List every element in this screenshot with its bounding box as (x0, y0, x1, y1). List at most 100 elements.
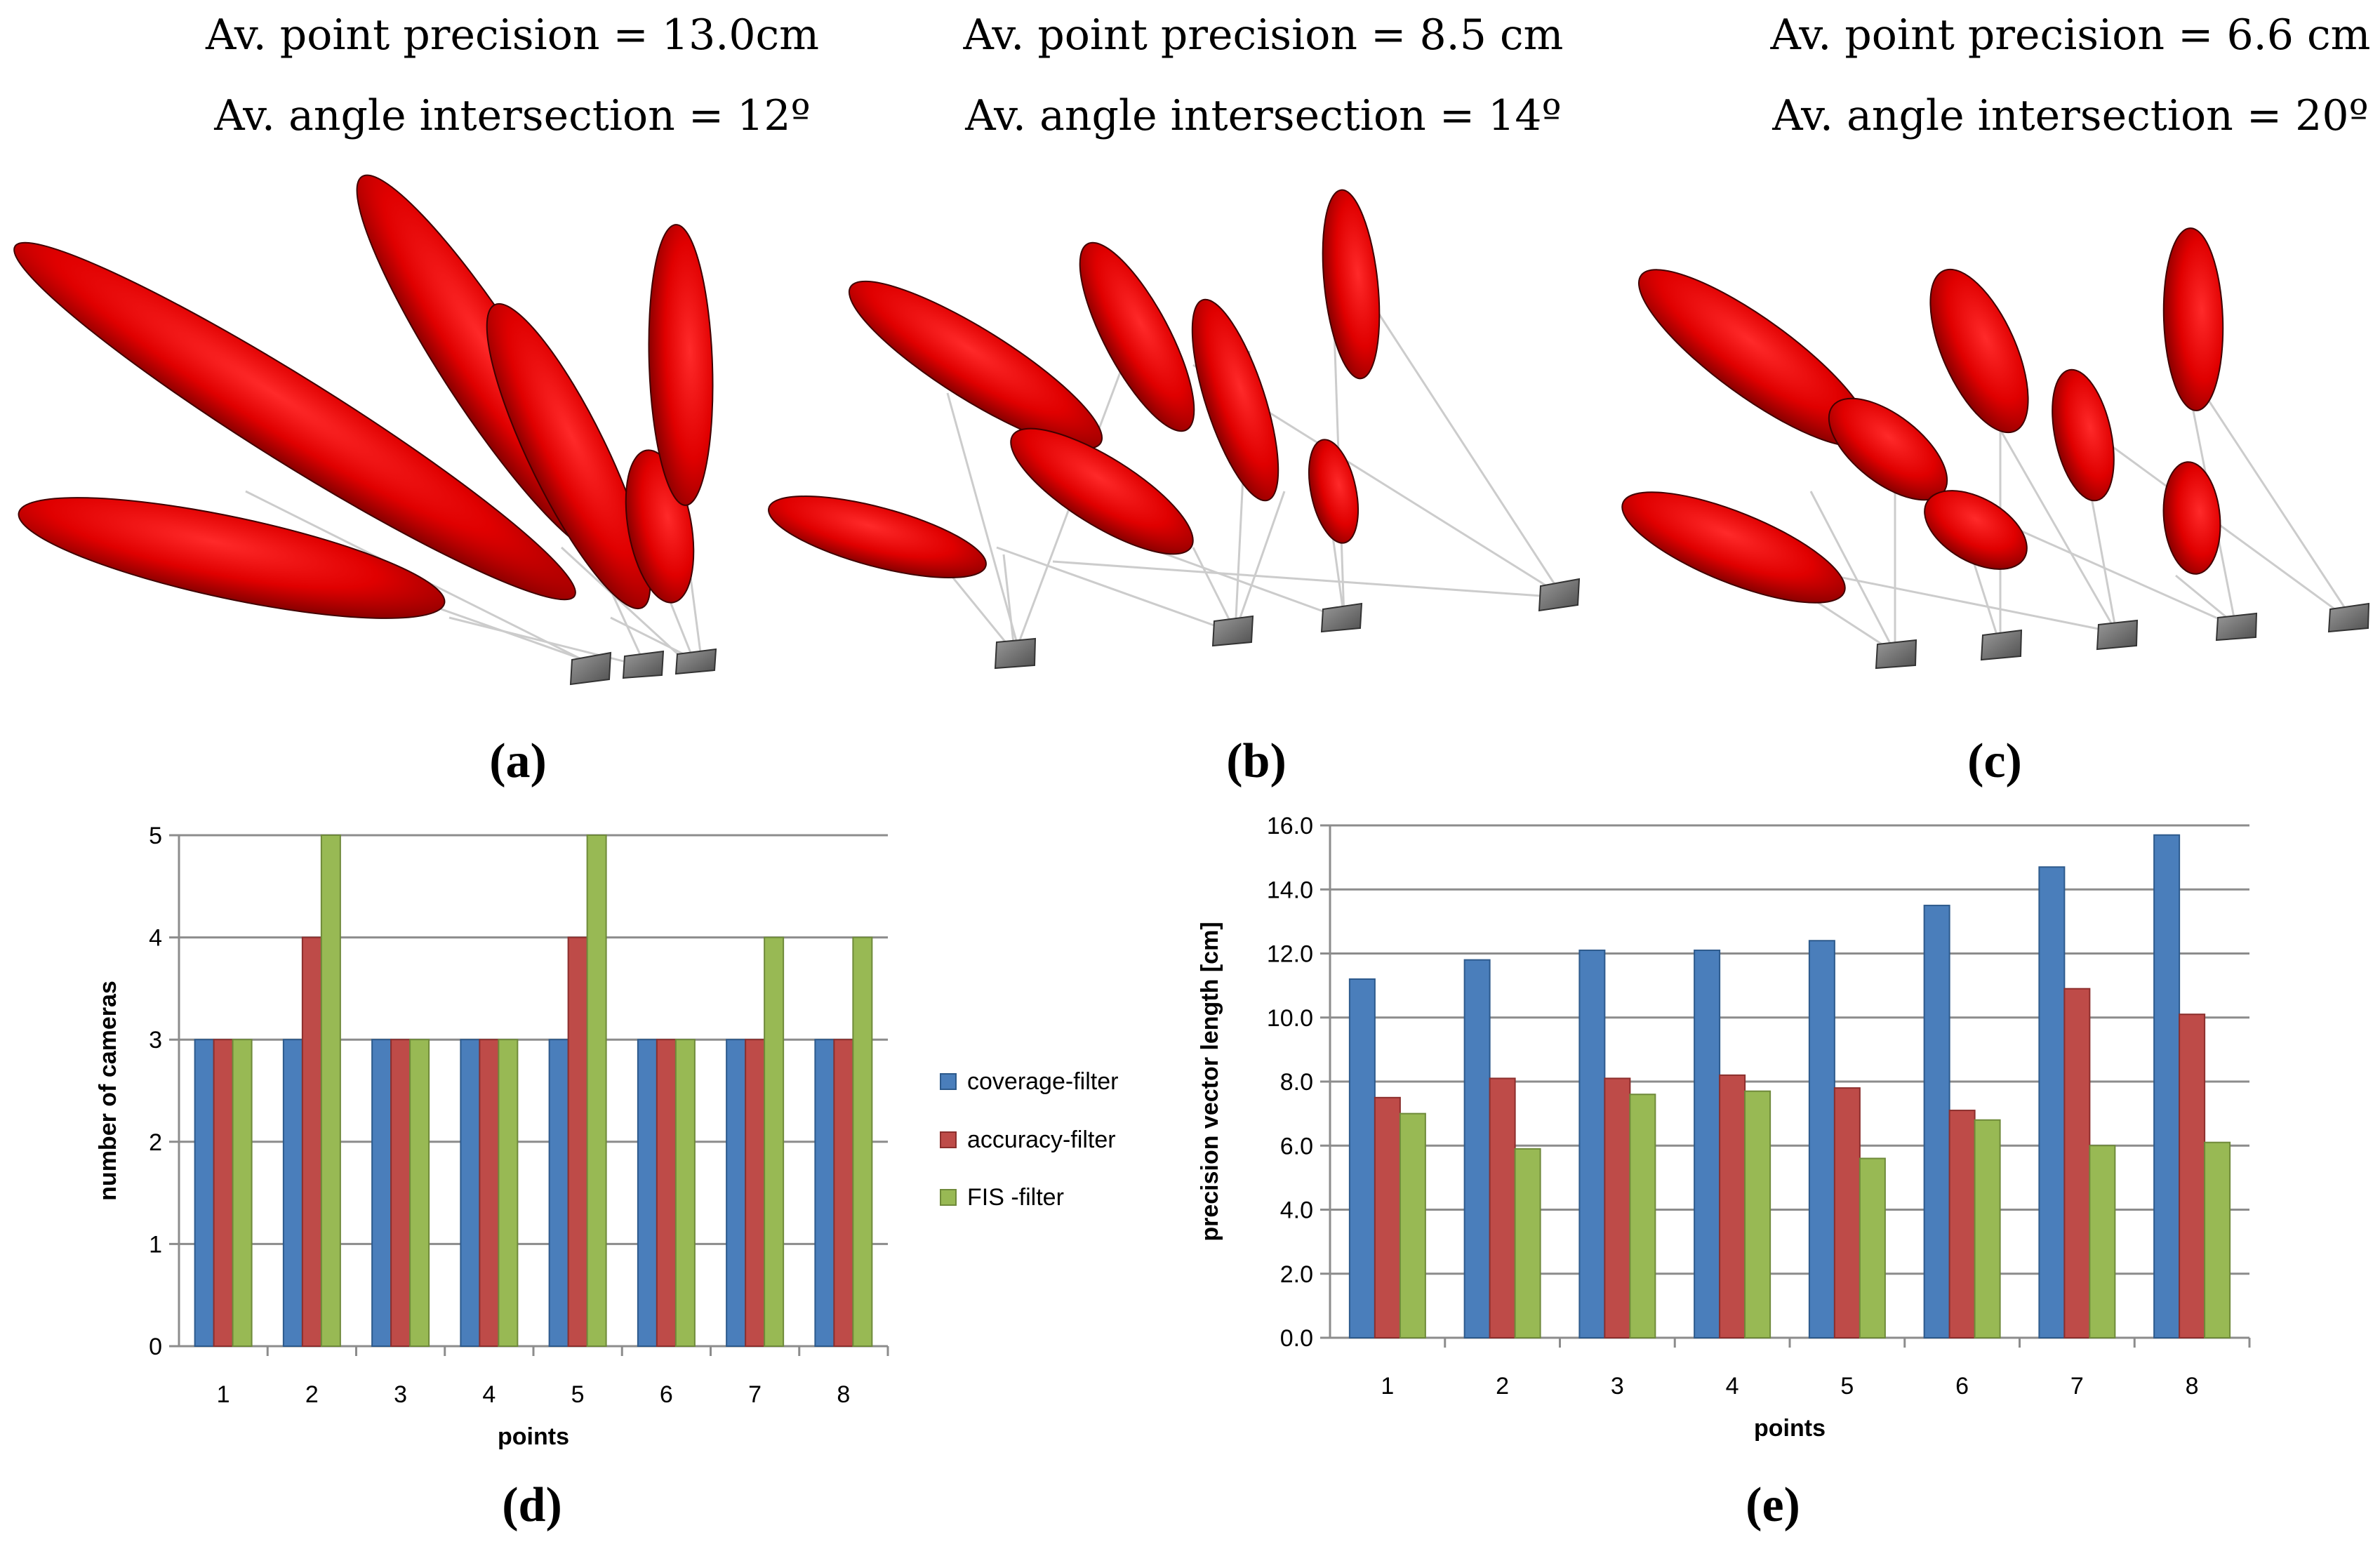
bar-coverage (1578, 949, 1606, 1338)
bar-fis (1514, 1148, 1541, 1338)
y-axis-title: number of cameras (95, 981, 121, 1201)
label-d: (d) (502, 1478, 562, 1532)
x-tick-label: 5 (1840, 1373, 1854, 1400)
ellipsoid (768, 496, 987, 578)
bar-fis (674, 1039, 696, 1347)
ellipsoid (1079, 241, 1195, 432)
cameras-c (1875, 602, 2370, 670)
ellipsoid (1929, 268, 2029, 434)
bar-accuracy (390, 1039, 411, 1347)
label-a: (a) (489, 734, 547, 788)
bar-coverage (1694, 949, 1721, 1338)
x-tick-label: 1 (217, 1381, 230, 1408)
legend-swatch (940, 1073, 957, 1090)
ellipsoid (2052, 368, 2115, 502)
bar-accuracy (479, 1039, 500, 1347)
x-tick-label: 4 (1726, 1373, 1739, 1400)
legend-label: coverage-filter (967, 1068, 1118, 1095)
bar-accuracy (2063, 988, 2091, 1338)
bar-accuracy (1719, 1074, 1746, 1338)
y-tick-label: 0.0 (1280, 1325, 1313, 1352)
x-tick-label: 2 (1496, 1373, 1509, 1400)
bar-accuracy (1489, 1077, 1516, 1338)
label-b: (b) (1226, 734, 1287, 788)
bar-coverage (371, 1039, 392, 1347)
camera-icon (569, 651, 612, 686)
panel-a-precision: Av. point precision = 13.0cm (205, 11, 819, 60)
bar-fis (764, 936, 785, 1347)
panel-c-precision: Av. point precision = 6.6 cm (1770, 11, 2371, 60)
ellipsoid (18, 497, 446, 619)
bar-fis (2089, 1145, 2116, 1338)
y-tick-label: 4.0 (1280, 1197, 1313, 1224)
panel-a-header: Av. point precision = 13.0cm Av. angle i… (126, 14, 898, 137)
camera-icon (1538, 578, 1581, 612)
ellipsoid (1308, 439, 1359, 544)
bar-accuracy (1604, 1077, 1631, 1338)
bar-coverage (1808, 940, 1835, 1338)
bar-fis (1744, 1090, 1771, 1338)
bar-coverage (1348, 978, 1376, 1338)
ellipsoid (2162, 461, 2221, 575)
x-axis-title: points (498, 1423, 569, 1450)
bar-accuracy (1948, 1110, 1976, 1338)
bar-accuracy (745, 1039, 766, 1347)
bar-fis (852, 936, 873, 1347)
bar-coverage (637, 1039, 658, 1347)
bar-fis (320, 835, 341, 1347)
bar-fis (498, 1039, 519, 1347)
x-tick-label: 3 (394, 1381, 407, 1408)
camera-icon (2096, 619, 2139, 651)
bar-accuracy (1833, 1087, 1861, 1338)
x-tick-label: 6 (660, 1381, 673, 1408)
ellipsoid (13, 241, 576, 601)
bar-fis (1859, 1157, 1886, 1338)
bar-coverage (1923, 905, 1950, 1338)
legend-swatch (940, 1189, 957, 1206)
bar-accuracy (1374, 1096, 1401, 1338)
camera-icon (1320, 602, 1363, 633)
x-tick-label: 8 (2186, 1373, 2199, 1400)
bar-accuracy (213, 1039, 234, 1347)
y-tick-label: 0 (149, 1334, 162, 1360)
ellipsoid-scenes (13, 174, 2370, 686)
x-tick-label: 8 (837, 1381, 850, 1408)
label-e: (e) (1746, 1478, 1800, 1532)
bar-coverage (460, 1039, 481, 1347)
x-tick-label: 6 (1955, 1373, 1969, 1400)
x-tick-label: 7 (748, 1381, 762, 1408)
bar-accuracy (833, 1039, 854, 1347)
panel-b-precision: Av. point precision = 8.5 cm (963, 11, 1564, 60)
y-tick-label: 14.0 (1267, 877, 1313, 903)
panel-c-angle: Av. angle intersection = 20º (1772, 91, 2369, 140)
y-tick-label: 1 (149, 1231, 162, 1258)
bar-coverage (282, 1039, 303, 1347)
x-tick-label: 5 (571, 1381, 585, 1408)
x-tick-label: 3 (1611, 1373, 1624, 1400)
legend-label: accuracy-filter (967, 1126, 1116, 1153)
bar-accuracy (567, 936, 588, 1347)
cameras-b (994, 578, 1581, 670)
bar-accuracy (2179, 1013, 2206, 1338)
legend-label: FIS -filter (967, 1184, 1064, 1211)
y-tick-label: 5 (149, 823, 162, 849)
camera-icon (1875, 639, 1917, 670)
label-c: (c) (1967, 734, 2022, 788)
y-tick-label: 6.0 (1280, 1133, 1313, 1159)
y-tick-label: 3 (149, 1027, 162, 1054)
bar-coverage (2038, 866, 2066, 1338)
cameras-a (569, 648, 717, 686)
bar-fis (2204, 1141, 2231, 1338)
ellipsoid (648, 224, 714, 506)
panel-a-angle: Av. angle intersection = 12º (214, 91, 811, 140)
ellipsoid (1010, 427, 1194, 555)
bar-fis (1399, 1112, 1426, 1338)
ellipsoids-a (13, 174, 714, 619)
x-tick-label: 4 (482, 1381, 496, 1408)
y-axis-title: precision vector length [cm] (1197, 922, 1223, 1241)
ellipsoid (1924, 490, 2028, 570)
x-tick-label: 1 (1381, 1373, 1394, 1400)
bar-coverage (2153, 834, 2181, 1338)
camera-icon (1980, 629, 2023, 661)
